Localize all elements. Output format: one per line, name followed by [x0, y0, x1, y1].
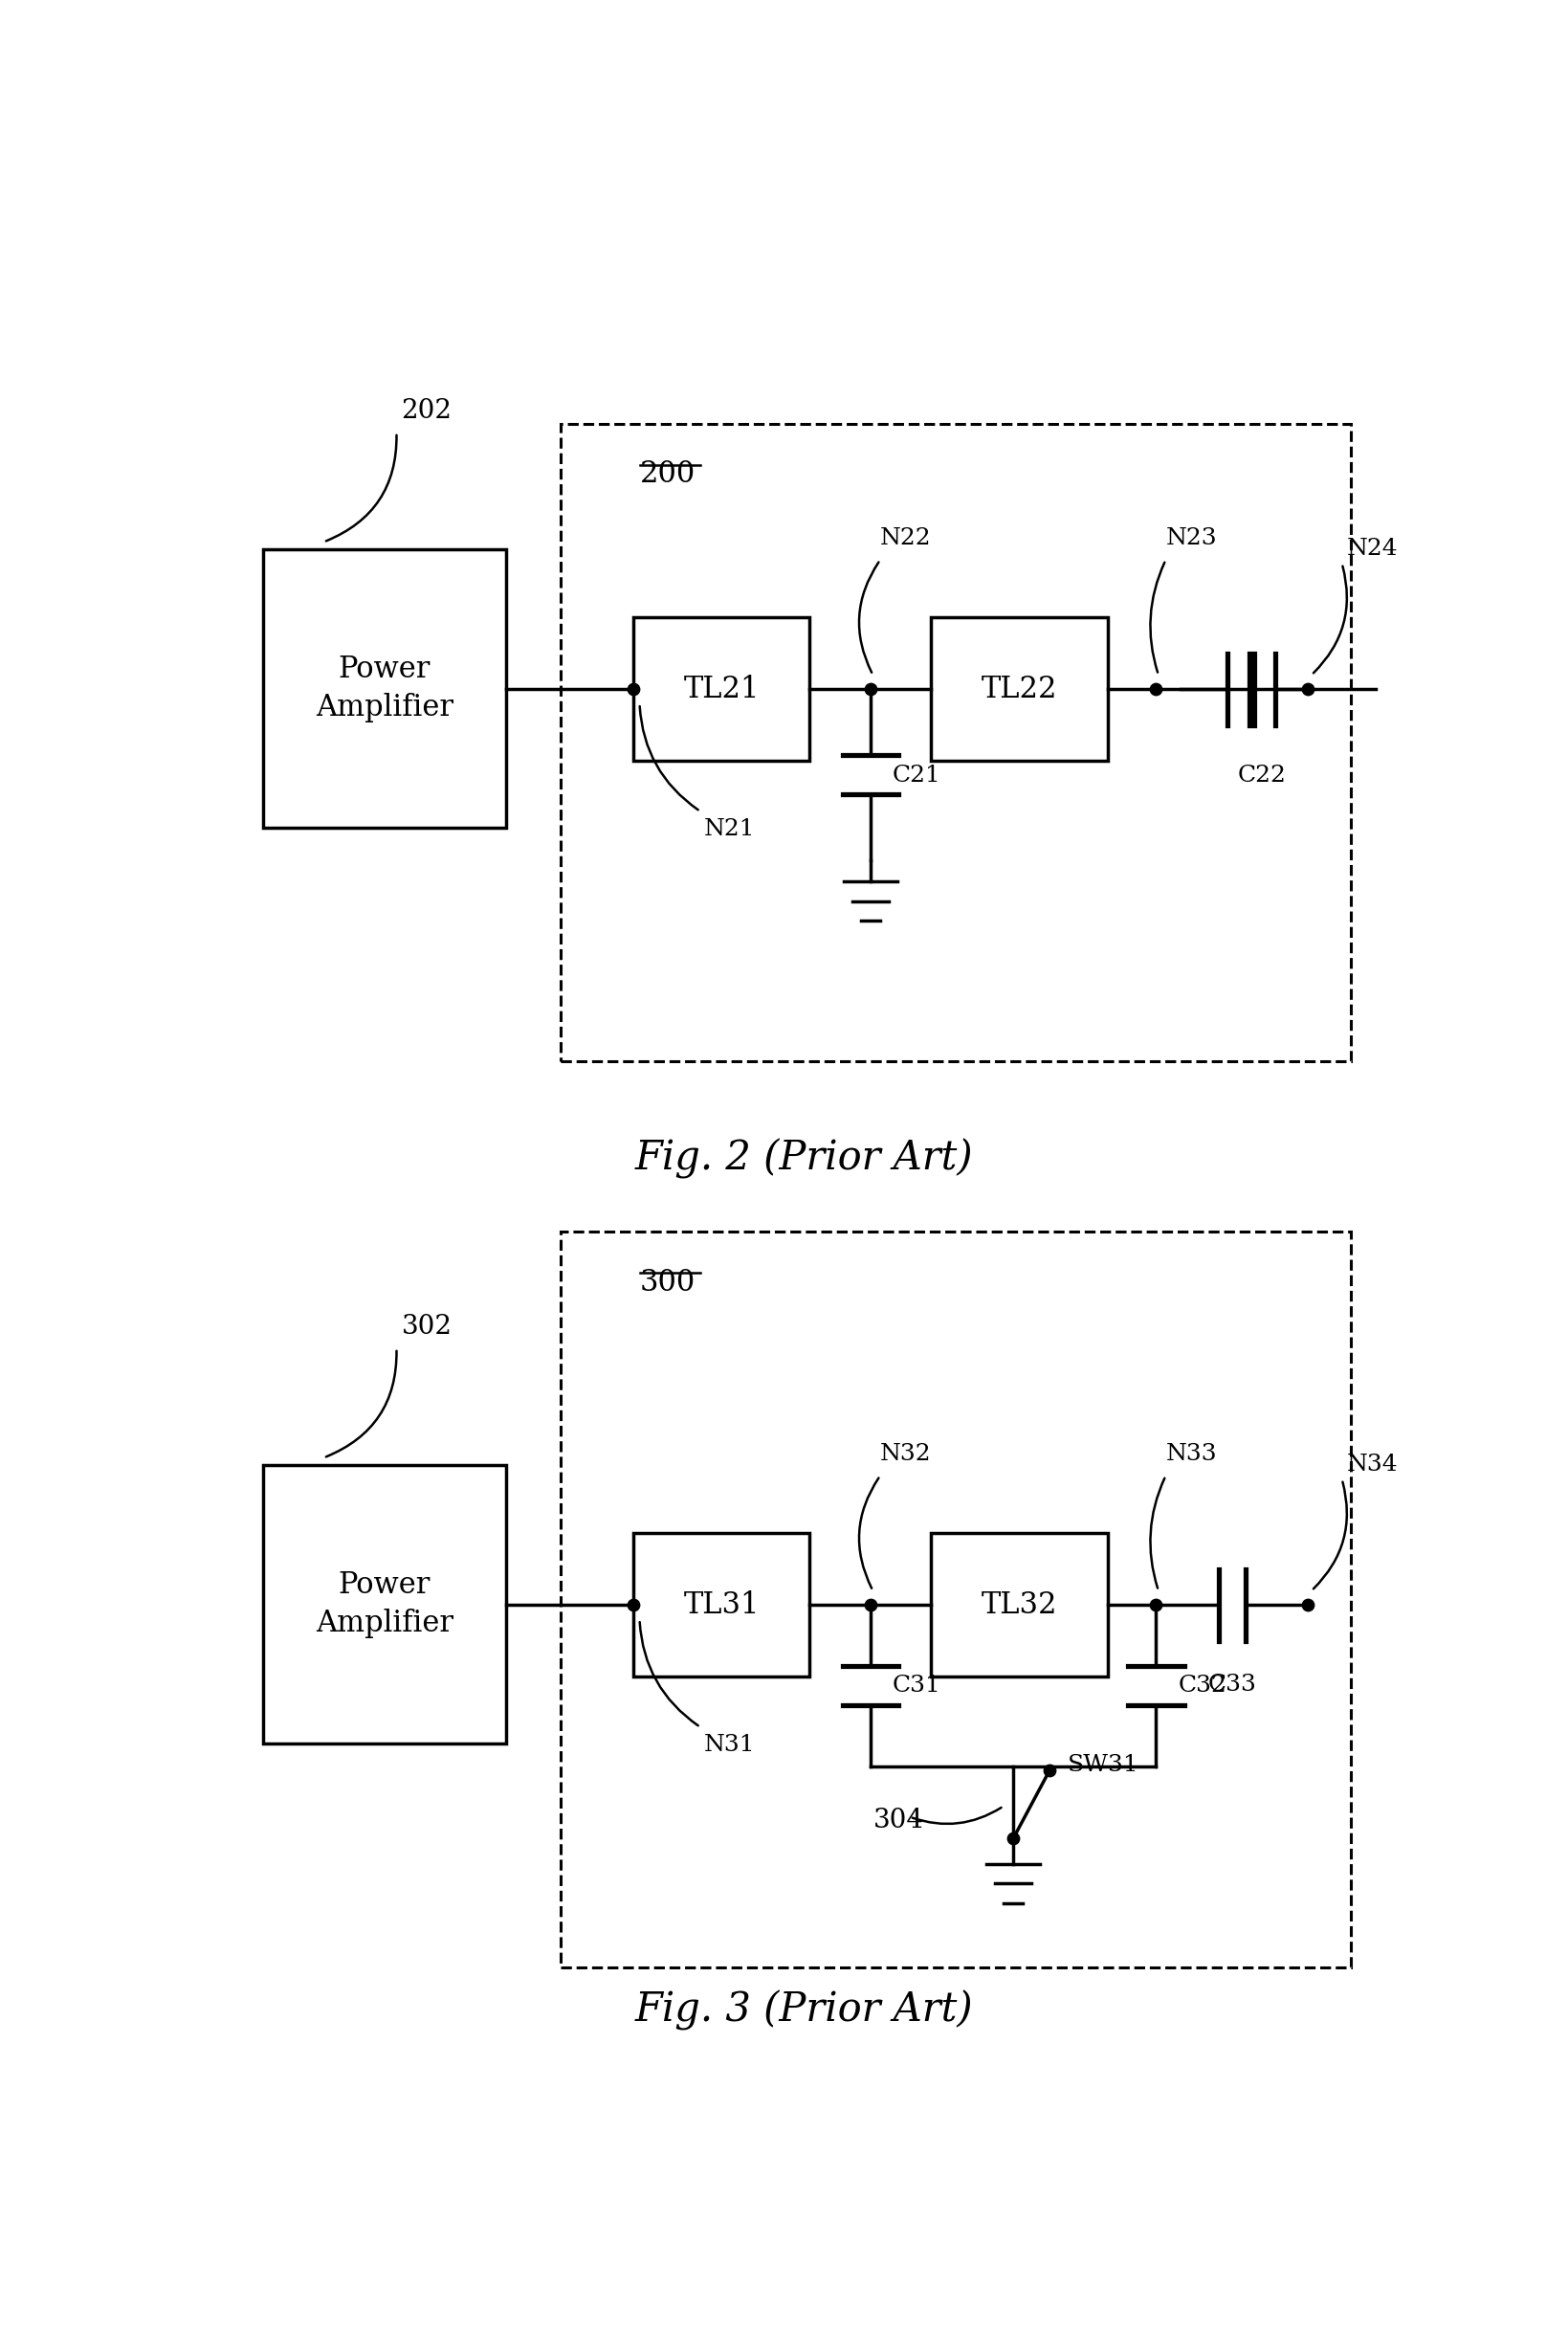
Bar — [263, 550, 506, 828]
Text: TL32: TL32 — [982, 1590, 1057, 1621]
Point — [1000, 1819, 1025, 1856]
Text: Power
Amplifier: Power Amplifier — [315, 1569, 453, 1639]
Text: TL22: TL22 — [982, 674, 1057, 704]
Bar — [633, 618, 809, 760]
Text: C32: C32 — [1178, 1674, 1226, 1698]
Text: 200: 200 — [640, 459, 695, 490]
Text: C33: C33 — [1207, 1674, 1256, 1695]
Text: N34: N34 — [1347, 1453, 1399, 1476]
Text: TL31: TL31 — [684, 1590, 759, 1621]
Text: TL21: TL21 — [684, 674, 759, 704]
Text: C22: C22 — [1239, 765, 1287, 786]
Bar — [633, 1532, 809, 1677]
Bar — [561, 1231, 1350, 1968]
Point — [621, 1586, 646, 1623]
Text: N31: N31 — [704, 1735, 756, 1756]
Text: N32: N32 — [880, 1444, 931, 1464]
Text: Fig. 3 (Prior Art): Fig. 3 (Prior Art) — [635, 1989, 972, 2031]
Point — [621, 672, 646, 709]
Bar — [931, 618, 1107, 760]
Text: N23: N23 — [1165, 527, 1217, 550]
Text: Fig. 2 (Prior Art): Fig. 2 (Prior Art) — [635, 1138, 972, 1178]
Text: 302: 302 — [401, 1313, 452, 1339]
Text: C21: C21 — [892, 765, 941, 786]
Text: SW31: SW31 — [1068, 1754, 1140, 1777]
Text: N33: N33 — [1165, 1444, 1217, 1464]
Text: 304: 304 — [873, 1807, 924, 1833]
Text: N24: N24 — [1347, 539, 1399, 560]
Point — [1295, 672, 1320, 709]
Text: N22: N22 — [880, 527, 931, 550]
Point — [1143, 1586, 1168, 1623]
Text: C31: C31 — [892, 1674, 941, 1698]
Text: N21: N21 — [704, 819, 756, 840]
Bar — [931, 1532, 1107, 1677]
Point — [1295, 1586, 1320, 1623]
Point — [858, 672, 883, 709]
Bar — [561, 424, 1350, 1061]
Point — [858, 1586, 883, 1623]
Point — [1143, 672, 1168, 709]
Bar — [263, 1464, 506, 1744]
Point — [1036, 1751, 1062, 1789]
Text: 202: 202 — [401, 399, 452, 424]
Text: Power
Amplifier: Power Amplifier — [315, 653, 453, 723]
Text: 300: 300 — [640, 1269, 695, 1297]
